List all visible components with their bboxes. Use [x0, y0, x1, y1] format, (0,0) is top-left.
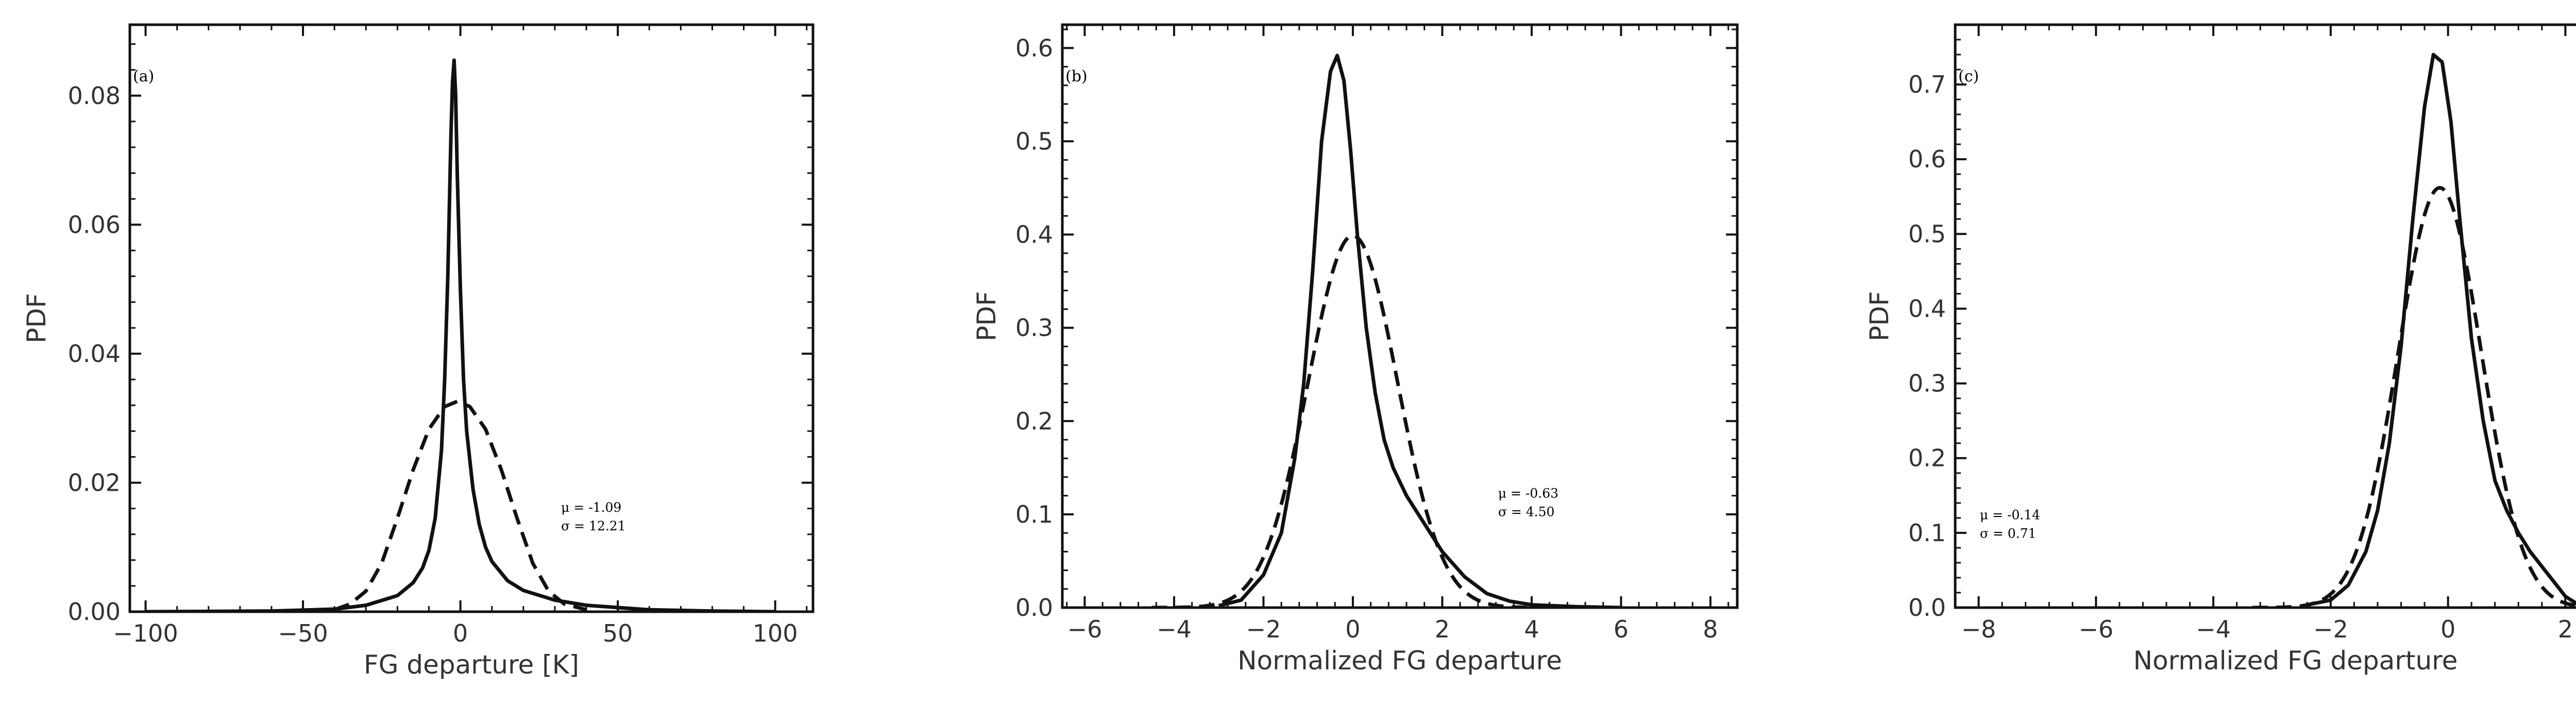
x-tick-label: −50 [278, 619, 328, 647]
plot-frame [1061, 23, 1739, 609]
panel-c: −8 −6 −4 −2 0 2 0.0 0.1 0.2 0.3 0.4 0.5 0.6 0.7 Normal… [1865, 23, 2576, 676]
y-tick-label: 0.5 [1015, 127, 1053, 155]
gaussian-fit-line [1151, 233, 1554, 608]
plot-frame [1954, 23, 2576, 609]
y-tick-label: 0.2 [1015, 407, 1053, 435]
y-tick-label: 0.2 [1908, 444, 1946, 472]
y-axis-label: PDF [1865, 291, 1894, 341]
y-tick-label: 0.3 [1015, 314, 1053, 342]
x-tick-label: 2 [2558, 615, 2573, 643]
y-axis-label: PDF [22, 293, 52, 343]
y-tick-label: 0.06 [68, 211, 121, 238]
sigma-annotation: σ = 12.21 [561, 519, 625, 533]
gaussian-fit-line [2252, 186, 2576, 608]
x-tick-label: 50 [603, 619, 633, 647]
x-tick-label: 4 [1524, 615, 1539, 643]
y-tick-label: 0.0 [1015, 594, 1053, 621]
panel-label: (b) [1065, 67, 1088, 85]
y-tick-label: 0.08 [68, 82, 121, 110]
x-tick-label: −6 [2078, 615, 2113, 643]
x-tick-label: −4 [2196, 615, 2231, 643]
x-tick-label: −2 [2313, 615, 2348, 643]
pdf-line [1218, 54, 1621, 608]
y-tick-label: 0.7 [1908, 71, 1946, 98]
y-tick-label: 0.04 [68, 340, 121, 368]
x-tick-label: 0 [1345, 615, 1360, 643]
y-tick-label: 0.1 [1015, 500, 1053, 528]
y-tick-label: 0.6 [1015, 34, 1053, 62]
y-tick-label: 0.0 [1908, 594, 1946, 621]
y-tick-label: 0.6 [1908, 145, 1946, 173]
y-tick-label: 0.4 [1908, 295, 1946, 322]
mean-annotation: μ = -0.14 [1980, 508, 2040, 523]
y-tick-label: 0.02 [68, 469, 121, 496]
x-tick-label: 6 [1614, 615, 1629, 643]
panel-a: −100 −50 0 50 100 0.00 0.02 0.04 0.06 0.08 FG depa… [22, 23, 815, 680]
sigma-annotation: σ = 0.71 [1980, 526, 2037, 541]
x-tick-label: 2 [1435, 615, 1450, 643]
x-tick-label: 0 [2441, 615, 2455, 643]
pdf-line [2301, 53, 2576, 608]
panel-b: −6 −4 −2 0 2 4 6 8 0.0 0.1 0.2 0.3 0.4 0.5 0.6 Normaliz… [972, 23, 1739, 676]
y-axis-label: PDF [972, 291, 1002, 341]
sigma-annotation: σ = 4.50 [1498, 504, 1555, 519]
y-tick-label: 0.00 [68, 598, 121, 626]
x-axis-label: FG departure [K] [364, 650, 579, 680]
x-tick-label: −6 [1067, 615, 1102, 643]
plot-frame [128, 23, 815, 613]
mean-annotation: μ = -0.63 [1498, 486, 1558, 500]
y-tick-label: 0.5 [1908, 220, 1946, 248]
mean-annotation: μ = -1.09 [561, 500, 621, 515]
x-tick-label: 100 [753, 619, 798, 647]
y-tick-label: 0.4 [1015, 221, 1053, 249]
x-tick-label: −8 [1961, 615, 1996, 643]
y-tick-label: 0.3 [1908, 370, 1946, 398]
x-axis-label: Normalized FG departure [1238, 646, 1562, 676]
gaussian-fit-line [333, 400, 587, 612]
pdf-line [145, 58, 775, 612]
x-tick-label: 0 [453, 619, 468, 647]
x-tick-label: −4 [1157, 615, 1192, 643]
x-tick-label: −100 [113, 619, 178, 647]
panel-label: (c) [1958, 67, 1979, 85]
x-tick-label: 8 [1703, 615, 1718, 643]
panel-label: (a) [133, 67, 154, 85]
x-tick-label: −2 [1246, 615, 1281, 643]
x-axis-label: Normalized FG departure [2133, 646, 2458, 676]
y-tick-label: 0.1 [1908, 519, 1946, 547]
